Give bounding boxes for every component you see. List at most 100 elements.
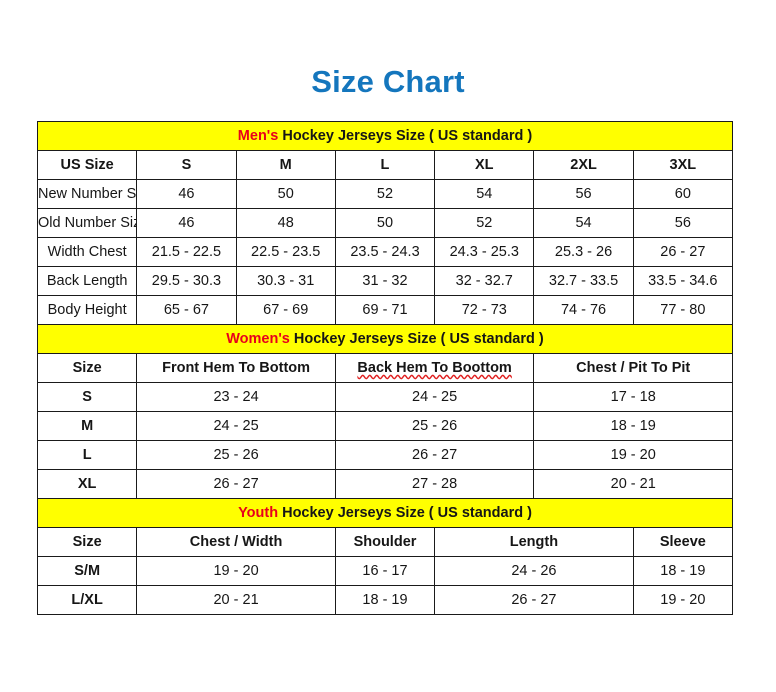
womens-header-row: Size Front Hem To Bottom Back Hem To Boo… [36, 353, 733, 383]
table-cell: 33.5 - 34.6 [632, 266, 734, 296]
table-row: Back Length 29.5 - 30.3 30.3 - 31 31 - 3… [36, 266, 734, 296]
table-cell: 23.5 - 24.3 [334, 237, 436, 267]
youth-row-label-s-m: S/M [36, 556, 138, 586]
table-cell: 50 [235, 179, 336, 209]
mens-header-m: M [235, 150, 336, 180]
table-cell: 19 - 20 [533, 440, 733, 470]
youth-banner-rest: Hockey Jerseys Size ( US standard ) [278, 505, 532, 521]
youth-header-size: Size [36, 527, 138, 557]
table-cell: 67 - 69 [235, 295, 336, 325]
table-cell: 32 - 32.7 [434, 266, 535, 296]
table-cell: 54 [434, 179, 535, 209]
table-cell: 46 [136, 208, 237, 238]
youth-banner-accent: Youth [238, 505, 279, 521]
page-title: Size Chart [311, 64, 465, 99]
table-cell: 20 - 21 [533, 469, 733, 499]
womens-header-front-hem-to-bottom: Front Hem To Bottom [136, 353, 336, 383]
table-row: Body Height 65 - 67 67 - 69 69 - 71 72 -… [36, 295, 734, 325]
mens-row-label-new-number-size: New Number Size [36, 179, 138, 209]
table-cell: 27 - 28 [334, 469, 535, 499]
table-cell: 52 [334, 179, 436, 209]
table-cell: 52 [434, 208, 535, 238]
table-cell: 69 - 71 [334, 295, 436, 325]
youth-row-label-l-xl: L/XL [36, 585, 138, 615]
womens-row-label-m: M [36, 411, 138, 441]
youth-header-length: Length [434, 527, 634, 557]
table-row: Width Chest 21.5 - 22.5 22.5 - 23.5 23.5… [36, 237, 734, 267]
table-row: Old Number Size 46 48 50 52 54 56 [36, 208, 734, 238]
table-cell: 18 - 19 [533, 411, 733, 441]
youth-header-row: Size Chest / Width Shoulder Length Sleev… [36, 527, 734, 557]
mens-header-2xl: 2XL [533, 150, 634, 180]
mens-row-label-old-number-size: Old Number Size [36, 208, 138, 238]
table-cell: 29.5 - 30.3 [136, 266, 237, 296]
table-cell: 19 - 20 [136, 556, 336, 586]
table-row: XL 26 - 27 27 - 28 20 - 21 [36, 469, 733, 499]
womens-banner-row: Women's Hockey Jerseys Size ( US standar… [37, 324, 733, 354]
table-row: S/M 19 - 20 16 - 17 24 - 26 18 - 19 [36, 556, 734, 586]
womens-header-back-hem-to-boottom: Back Hem To Boottom [334, 353, 535, 383]
mens-header-s: S [136, 150, 237, 180]
youth-header-shoulder: Shoulder [334, 527, 436, 557]
youth-header-sleeve: Sleeve [632, 527, 734, 557]
table-cell: 56 [533, 179, 634, 209]
table-cell: 26 - 27 [136, 469, 336, 499]
table-row: S 23 - 24 24 - 25 17 - 18 [36, 382, 733, 412]
table-cell: 25.3 - 26 [533, 237, 634, 267]
womens-section-banner: Women's Hockey Jerseys Size ( US standar… [37, 324, 733, 354]
table-cell: 23 - 24 [136, 382, 336, 412]
youth-header-chest-width: Chest / Width [136, 527, 336, 557]
womens-row-label-l: L [36, 440, 138, 470]
table-row: New Number Size 46 50 52 54 56 60 [36, 179, 734, 209]
womens-header-size: Size [36, 353, 138, 383]
mens-banner-accent: Men's [237, 128, 279, 144]
table-cell: 46 [136, 179, 237, 209]
table-cell: 18 - 19 [632, 556, 734, 586]
table-cell: 24 - 25 [334, 382, 535, 412]
womens-row-label-s: S [36, 382, 138, 412]
table-row: L/XL 20 - 21 18 - 19 26 - 27 19 - 20 [36, 585, 734, 615]
table-cell: 26 - 27 [334, 440, 535, 470]
table-cell: 25 - 26 [136, 440, 336, 470]
table-cell: 30.3 - 31 [235, 266, 336, 296]
misspelled-word: Back Hem To Boottom [357, 360, 512, 376]
table-cell: 26 - 27 [434, 585, 634, 615]
table-cell: 77 - 80 [632, 295, 734, 325]
mens-header-us-size: US Size [36, 150, 138, 180]
size-chart-table: Men's Hockey Jerseys Size ( US standard … [36, 121, 734, 615]
mens-banner-row: Men's Hockey Jerseys Size ( US standard … [37, 121, 733, 151]
table-row: M 24 - 25 25 - 26 18 - 19 [36, 411, 733, 441]
table-cell: 24.3 - 25.3 [434, 237, 535, 267]
table-cell: 25 - 26 [334, 411, 535, 441]
mens-header-3xl: 3XL [632, 150, 734, 180]
table-cell: 18 - 19 [334, 585, 436, 615]
table-cell: 22.5 - 23.5 [235, 237, 336, 267]
table-cell: 60 [632, 179, 734, 209]
mens-header-l: L [334, 150, 436, 180]
mens-header-row: US Size S M L XL 2XL 3XL [36, 150, 734, 180]
mens-header-xl: XL [434, 150, 535, 180]
table-cell: 72 - 73 [434, 295, 535, 325]
mens-row-label-width-chest: Width Chest [36, 237, 138, 267]
table-cell: 32.7 - 33.5 [533, 266, 634, 296]
table-cell: 16 - 17 [334, 556, 436, 586]
table-cell: 21.5 - 22.5 [136, 237, 237, 267]
table-row: L 25 - 26 26 - 27 19 - 20 [36, 440, 733, 470]
womens-row-label-xl: XL [36, 469, 138, 499]
table-cell: 31 - 32 [334, 266, 436, 296]
table-cell: 19 - 20 [632, 585, 734, 615]
table-cell: 74 - 76 [533, 295, 634, 325]
table-cell: 50 [334, 208, 436, 238]
youth-section-banner: Youth Hockey Jerseys Size ( US standard … [37, 498, 733, 528]
mens-row-label-body-height: Body Height [36, 295, 138, 325]
table-cell: 17 - 18 [533, 382, 733, 412]
womens-banner-rest: Hockey Jerseys Size ( US standard ) [289, 331, 544, 347]
table-cell: 24 - 26 [434, 556, 634, 586]
table-cell: 65 - 67 [136, 295, 237, 325]
mens-row-label-back-length: Back Length [36, 266, 138, 296]
table-cell: 24 - 25 [136, 411, 336, 441]
size-chart-table-wrapper: Men's Hockey Jerseys Size ( US standard … [36, 121, 734, 615]
table-cell: 20 - 21 [136, 585, 336, 615]
table-cell: 56 [632, 208, 734, 238]
